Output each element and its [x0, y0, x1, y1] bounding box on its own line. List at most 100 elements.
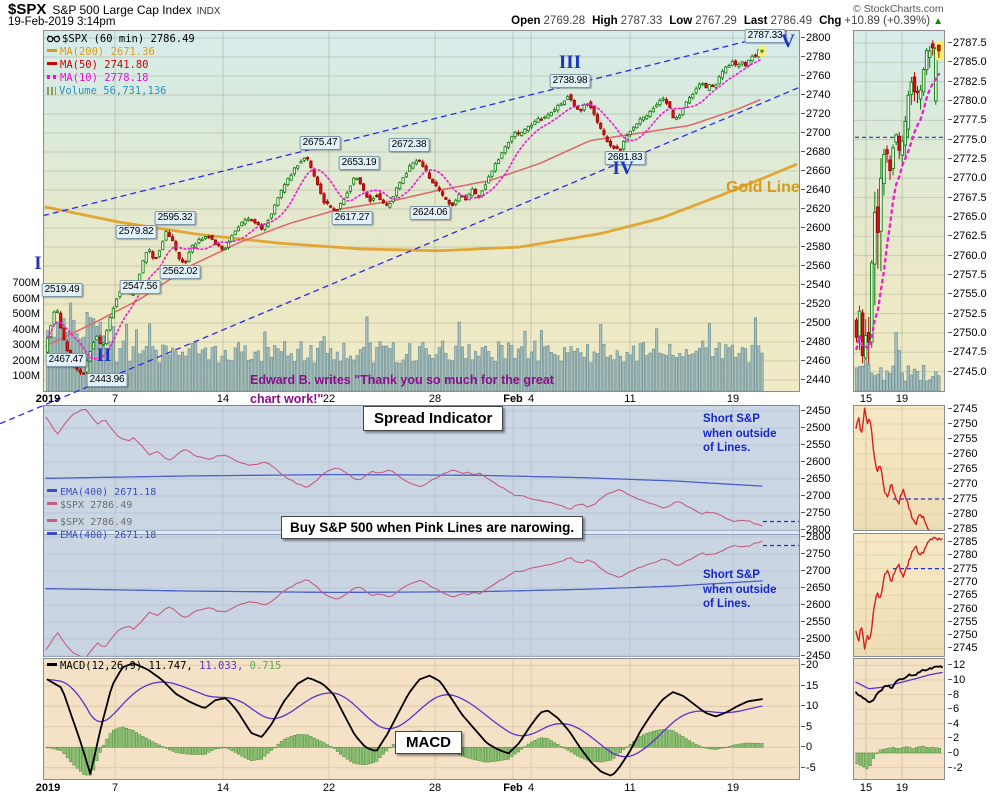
zoom-macd-panel — [853, 658, 945, 780]
legend-item: MA(10) 2778.18 — [47, 72, 149, 85]
legend-item: Volume 56,731,136 — [47, 85, 166, 98]
price-callout: 2617.27 — [331, 211, 373, 225]
zoom-macd-axis-tick: 2 — [948, 732, 959, 744]
wave-label: I — [34, 253, 42, 274]
legend-text: EMA(400) 2671.18 — [60, 487, 157, 498]
zoom-macd-axis-tick: 12 — [948, 659, 965, 671]
zoom-price-axis-tick: 2770.0 — [948, 172, 987, 184]
x-axis-tick: 19 — [726, 393, 740, 405]
macd-axis-tick: 20 — [801, 659, 818, 671]
price-axis-tick: 2680 — [801, 146, 830, 158]
wave-label: V — [781, 31, 795, 52]
zoom-price-axis-tick: 2755.0 — [948, 288, 987, 300]
zoom-macd-axis-tick: 8 — [948, 689, 959, 701]
macd-axis-tick: 5 — [801, 721, 812, 733]
zoom-spread-axis-tick: 2745 — [948, 403, 977, 415]
quote-label: Open — [511, 15, 541, 27]
macd-axis-tick: -5 — [801, 762, 816, 774]
spread-axis-tick: 2650 — [801, 473, 830, 485]
price-axis-tick: 2660 — [801, 165, 830, 177]
volume-axis-tick: 200M — [12, 354, 40, 367]
zoom-price-axis-tick: 2785.0 — [948, 56, 987, 68]
glasses-icon — [47, 34, 61, 43]
wave-label: III — [558, 52, 582, 73]
volume-axis-tick: 100M — [12, 370, 40, 382]
line-icon — [47, 502, 57, 505]
dots-icon — [47, 75, 57, 79]
price-axis-tick: 2620 — [801, 203, 830, 215]
zoom-spread-axis-tick: 2770 — [948, 576, 977, 588]
price-axis-tick: 2760 — [801, 70, 830, 82]
zoom-price-axis-tick: 2777.5 — [948, 114, 987, 126]
legend-text: $SPX (60 min) 2786.49 — [62, 33, 195, 45]
price-axis-tick: 2640 — [801, 184, 830, 196]
spread-axis-tick: 2500 — [801, 422, 830, 434]
line-icon — [47, 489, 57, 492]
zoom-spread-axis-tick: 2755 — [948, 616, 977, 628]
price-callout: 2672.38 — [388, 138, 430, 152]
macd-legend-part: 11.033, — [199, 660, 250, 672]
spread-axis-tick: 2600 — [801, 456, 830, 468]
price-axis-tick: 2580 — [801, 241, 830, 253]
zoom-price-axis-tick: 2765.0 — [948, 211, 987, 223]
zoom-macd-axis-tick: 6 — [948, 703, 959, 715]
quote-value: 2769.28 — [543, 15, 586, 27]
spread-axis-tick: 2450 — [801, 405, 830, 417]
spread-axis-tick: 2650 — [801, 582, 830, 594]
spread-axis-tick: 2750 — [801, 548, 830, 560]
volume-axis-tick: 700M — [12, 277, 40, 289]
zoom-spread-top-panel — [853, 405, 945, 531]
x-axis-tick: 4 — [527, 782, 535, 794]
buy-note: Buy S&P 500 when Pink Lines are narowing… — [281, 516, 584, 539]
zoom-price-axis-tick: 2767.5 — [948, 192, 987, 204]
zoom-price-axis-tick: 2772.5 — [948, 153, 987, 165]
zoom-spread-axis-tick: 2775 — [948, 563, 977, 575]
price-callout: 2624.06 — [409, 206, 451, 220]
spread-axis-tick: 2700 — [801, 565, 830, 577]
x-axis-tick: 19 — [895, 393, 909, 405]
zoom-spread-axis-tick: 2765 — [948, 463, 977, 475]
x-axis-tick: 28 — [428, 782, 442, 794]
zoom-macd-axis-tick: 4 — [948, 718, 959, 730]
dash-icon — [47, 62, 57, 65]
price-axis-tick: 2500 — [801, 317, 830, 329]
zoom-spread-axis-tick: 2785 — [948, 536, 977, 548]
spread-legend-item: $SPX 2786.49 — [47, 499, 132, 512]
legend-item: $SPX (60 min) 2786.49 — [47, 33, 195, 46]
spread-legend-item: $SPX 2786.49 — [47, 516, 132, 529]
x-axis-tick: 2019 — [35, 782, 61, 794]
x-axis-tick: 14 — [216, 393, 230, 405]
legend-text: MA(50) 2741.80 — [60, 59, 149, 71]
line-icon — [47, 532, 57, 535]
zoom-spread-axis-tick: 2765 — [948, 589, 977, 601]
zoom-spread-axis-tick: 2760 — [948, 603, 977, 615]
zoom-price-axis-tick: 2752.5 — [948, 308, 987, 320]
zoom-price-axis-tick: 2745.0 — [948, 366, 987, 378]
x-axis-tick: 22 — [322, 782, 336, 794]
zoom-price-axis-tick: 2787.5 — [948, 37, 987, 49]
symbol-exchange: INDX — [196, 6, 221, 17]
zoom-spread-bottom-panel — [853, 533, 945, 657]
zoom-price-axis-tick: 2780.0 — [948, 95, 987, 107]
symbol-label: $SPX — [8, 1, 47, 18]
x-axis-tick: 14 — [216, 782, 230, 794]
price-axis-tick: 2440 — [801, 374, 830, 386]
zoom-price-axis-tick: 2762.5 — [948, 230, 987, 242]
volume-axis-tick: 400M — [12, 323, 40, 336]
x-axis-tick: 15 — [859, 782, 873, 794]
wave-label: IV — [612, 158, 634, 179]
price-callout: 2467.47 — [45, 353, 87, 367]
x-axis-tick: 15 — [859, 393, 873, 405]
spread-axis-tick: 2600 — [801, 599, 830, 611]
macd-axis-tick: 15 — [801, 680, 818, 692]
zoom-macd-axis-tick: 10 — [948, 674, 965, 686]
zoom-spread-axis-tick: 2775 — [948, 493, 977, 505]
zoom-price-panel — [853, 30, 945, 392]
legend-text: MA(10) 2778.18 — [60, 72, 149, 84]
legend-text: $SPX 2786.49 — [60, 517, 133, 528]
price-axis-tick: 2520 — [801, 298, 830, 310]
quote-label: Low — [669, 15, 693, 27]
wave-label: II — [96, 345, 112, 366]
price-axis-tick: 2600 — [801, 222, 830, 234]
dash-icon — [47, 49, 57, 52]
